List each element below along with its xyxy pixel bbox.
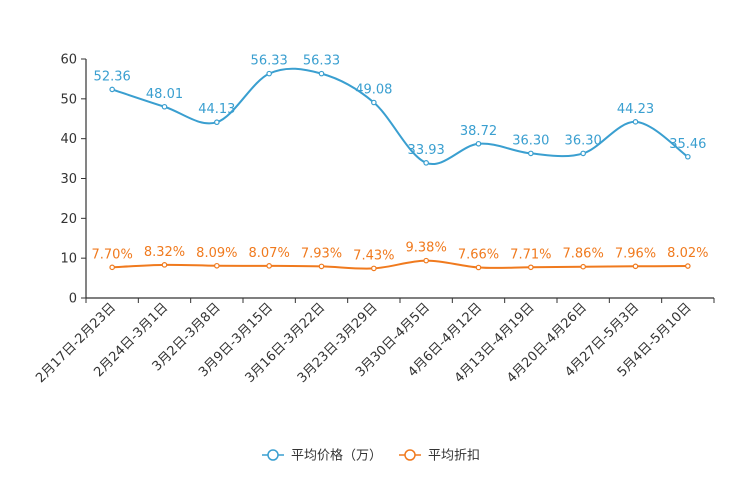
data-point [528, 150, 534, 157]
y-tick-label: 20 [60, 212, 77, 227]
data-label: 7.43% [353, 248, 394, 263]
data-label: 7.93% [301, 246, 342, 261]
series-average-discount: 7.70% 8.32% 8.09% 8.07% 7.93% 7.43% 9.38% 7.66%… [92, 241, 708, 272]
data-label: 35.46 [669, 137, 706, 152]
data-label: 8.02% [667, 246, 708, 261]
data-label: 52.36 [94, 69, 131, 84]
data-label: 56.33 [251, 54, 288, 69]
data-label: 7.86% [563, 247, 604, 262]
data-point [580, 150, 586, 157]
data-point [318, 70, 325, 77]
data-point [423, 257, 429, 264]
data-label: 8.07% [249, 246, 290, 261]
data-label: 44.13 [198, 102, 235, 117]
data-label: 49.08 [355, 82, 392, 97]
data-point [109, 86, 115, 93]
legend-item: 平均价格（万） [262, 448, 382, 464]
y-tick-label: 10 [60, 252, 77, 267]
data-point [371, 99, 377, 106]
data-label: 9.38% [406, 241, 447, 256]
data-label: 36.30 [565, 133, 602, 148]
data-label: 7.71% [510, 247, 551, 262]
data-label: 48.01 [146, 87, 183, 102]
data-point [685, 153, 691, 160]
data-point [318, 263, 325, 270]
data-label: 36.30 [512, 133, 549, 148]
data-point [632, 119, 639, 125]
data-point [266, 263, 272, 269]
data-label: 56.33 [303, 54, 340, 69]
series-average-price: 52.36 48.01 44.13 56.33 56.33 49.08 33.93 38.72… [94, 54, 706, 166]
data-label: 8.09% [196, 246, 237, 261]
series-layer: 52.36 48.01 44.13 56.33 56.33 49.08 33.93 38.72… [92, 54, 708, 272]
data-label: 7.96% [615, 246, 656, 261]
legend: 平均价格（万） 平均折扣 [262, 448, 480, 464]
series-line [112, 259, 688, 270]
data-point [266, 70, 272, 77]
y-tick-label: 0 [69, 292, 77, 307]
data-point [371, 265, 377, 272]
legend-label: 平均折扣 [428, 449, 480, 464]
data-point [685, 263, 691, 269]
data-point [632, 263, 639, 270]
data-label: 33.93 [408, 143, 445, 158]
data-label: 7.66% [458, 247, 499, 262]
data-point [161, 262, 168, 268]
data-point [423, 160, 429, 166]
data-point [475, 264, 482, 271]
data-label: 7.70% [92, 247, 133, 262]
data-label: 38.72 [460, 124, 497, 139]
data-label: 44.23 [617, 102, 654, 117]
data-point [214, 262, 220, 269]
legend-marker-icon [267, 449, 279, 461]
legend-label: 平均价格（万） [291, 448, 382, 464]
y-tick-label: 40 [60, 132, 77, 147]
y-tick-label: 30 [60, 172, 77, 187]
data-point [475, 140, 482, 147]
data-point [580, 263, 586, 270]
data-point [161, 103, 168, 110]
data-point [528, 264, 534, 271]
y-tick-label: 60 [60, 53, 77, 68]
data-point [214, 119, 220, 126]
data-point [109, 264, 115, 271]
legend-item: 平均折扣 [399, 449, 480, 464]
data-label: 8.32% [144, 245, 185, 260]
legend-marker-icon [404, 449, 416, 461]
y-tick-label: 50 [60, 92, 77, 107]
